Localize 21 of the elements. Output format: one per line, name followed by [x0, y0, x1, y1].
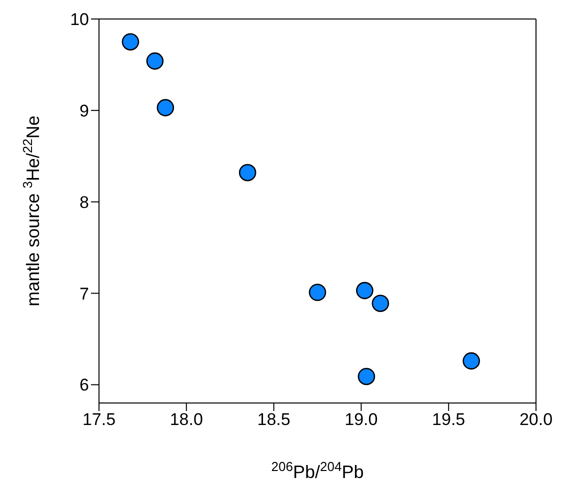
- point: [358, 368, 376, 386]
- y-tick-label: 10: [70, 10, 89, 30]
- x-tick-label: 19.5: [432, 410, 466, 430]
- x-axis-title: $^{206}$Pb/$^{204}$Pb: [271, 458, 364, 482]
- point: [238, 164, 256, 182]
- point: [372, 294, 390, 312]
- point: [156, 99, 174, 116]
- y-tick-label: 9: [80, 101, 89, 120]
- x-tick-label: 19.0: [344, 410, 378, 430]
- x-tick-label: 18.5: [257, 410, 290, 430]
- point: [356, 282, 374, 300]
- point: [122, 33, 140, 51]
- point: [462, 352, 480, 370]
- x-tick-label: 18.0: [170, 410, 203, 430]
- point: [308, 284, 326, 302]
- x-tick-label: 17.5: [82, 410, 116, 430]
- point: [146, 52, 164, 70]
- y-tick-label: 7: [80, 284, 89, 304]
- x-tick-label: 20.0: [519, 410, 553, 430]
- y-tick-label: 8: [80, 192, 89, 212]
- y-tick-label: 6: [80, 376, 89, 395]
